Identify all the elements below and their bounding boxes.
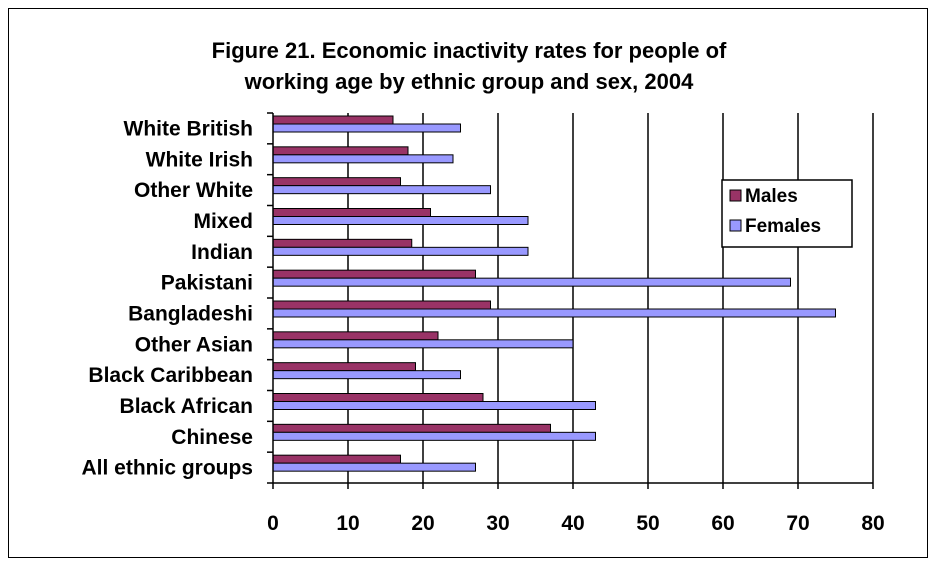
x-tick-label: 60 bbox=[711, 512, 734, 535]
legend-box bbox=[721, 179, 853, 248]
legend-swatch-males bbox=[729, 189, 742, 202]
bar-males bbox=[272, 362, 416, 372]
bar-males bbox=[272, 454, 401, 464]
bar-males bbox=[272, 208, 431, 217]
category-label: Chinese bbox=[171, 426, 253, 449]
legend-swatch-females bbox=[729, 219, 742, 232]
category-label: Mixed bbox=[193, 210, 253, 233]
bar-males bbox=[272, 269, 476, 279]
bar-males bbox=[272, 393, 484, 402]
x-tick-label: 0 bbox=[267, 512, 279, 535]
bar-females bbox=[272, 401, 596, 410]
chart-title-line-1: Figure 21. Economic inactivity rates for… bbox=[212, 38, 727, 63]
bar-males bbox=[272, 177, 401, 187]
x-tick-label: 40 bbox=[561, 512, 584, 535]
category-label: Pakistani bbox=[161, 272, 253, 295]
category-label: Black Caribbean bbox=[88, 364, 253, 387]
category-label: Other Asian bbox=[135, 333, 253, 356]
x-tick-label: 80 bbox=[861, 512, 884, 535]
category-label: Other White bbox=[134, 179, 253, 202]
bar-males bbox=[272, 300, 491, 310]
bar-females bbox=[272, 431, 596, 441]
x-tick-label: 20 bbox=[411, 512, 434, 535]
bar-males bbox=[272, 115, 394, 125]
x-tick-label: 30 bbox=[486, 512, 509, 535]
bar-females bbox=[272, 216, 529, 225]
bar-females bbox=[272, 339, 574, 349]
bar-males bbox=[272, 331, 439, 341]
bar-males bbox=[272, 423, 551, 433]
category-label: Black African bbox=[120, 395, 253, 418]
bar-females bbox=[272, 123, 461, 133]
category-label: White British bbox=[124, 117, 254, 140]
legend-label-males: Males bbox=[745, 186, 798, 207]
legend-label-females: Females bbox=[745, 216, 821, 237]
bar-males bbox=[272, 238, 413, 248]
bar-females bbox=[272, 462, 476, 472]
legend: Males Females bbox=[721, 179, 853, 248]
category-label: All ethnic groups bbox=[81, 457, 253, 480]
plot-area: White British White Irish Other White Mixed… bbox=[81, 112, 885, 535]
x-tick-label: 70 bbox=[786, 512, 809, 535]
category-label: Indian bbox=[191, 241, 253, 264]
category-label: White Irish bbox=[146, 148, 253, 171]
bar-females bbox=[272, 370, 461, 380]
bar-females bbox=[272, 154, 454, 164]
bar-females bbox=[272, 308, 836, 318]
bar-females bbox=[272, 246, 529, 256]
bar-males bbox=[272, 146, 409, 156]
bar-females bbox=[272, 277, 791, 287]
chart-title-line-2: working age by ethnic group and sex, 200… bbox=[244, 69, 694, 94]
category-label: Bangladeshi bbox=[128, 302, 253, 325]
x-tick-label: 50 bbox=[636, 512, 659, 535]
x-tick-label: 10 bbox=[336, 512, 359, 535]
bar-females bbox=[272, 185, 491, 195]
